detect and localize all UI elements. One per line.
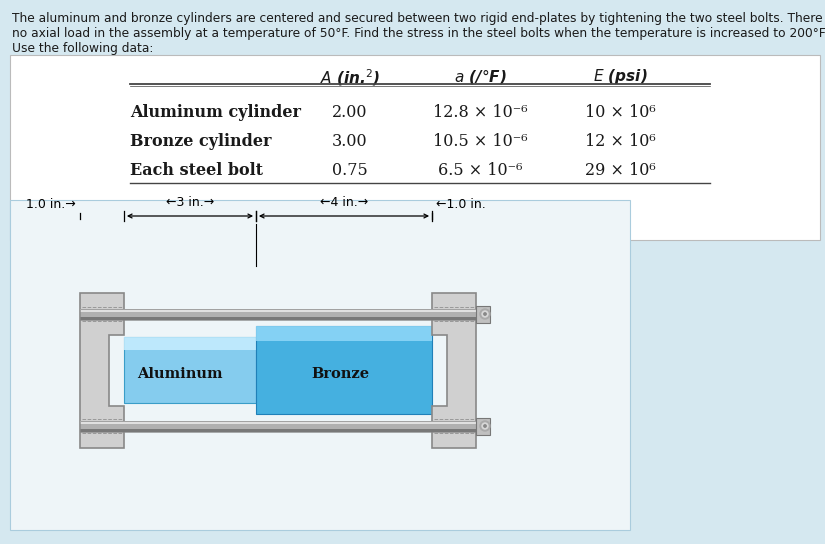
- Text: ←4 in.→: ←4 in.→: [320, 196, 368, 209]
- Text: 12.8 × 10⁻⁶: 12.8 × 10⁻⁶: [432, 104, 527, 121]
- Text: 0.75: 0.75: [332, 162, 368, 179]
- Circle shape: [480, 309, 490, 319]
- Circle shape: [483, 313, 486, 315]
- Text: 3.00: 3.00: [332, 133, 368, 150]
- Bar: [80, 421, 476, 431]
- Bar: [10, 200, 630, 530]
- Bar: [80, 421, 476, 423]
- Bar: [256, 326, 432, 342]
- Bar: [256, 326, 432, 414]
- Text: Aluminum cylinder: Aluminum cylinder: [130, 104, 301, 121]
- Circle shape: [483, 425, 486, 427]
- Text: Use the following data:: Use the following data:: [12, 42, 153, 55]
- Bar: [476, 417, 490, 435]
- Bar: [476, 306, 490, 323]
- Text: 10 × 10⁶: 10 × 10⁶: [585, 104, 655, 121]
- Circle shape: [480, 421, 490, 431]
- Polygon shape: [432, 293, 476, 448]
- Text: Bronze cylinder: Bronze cylinder: [130, 133, 271, 150]
- Bar: [80, 429, 476, 431]
- Text: 6.5 × 10⁻⁶: 6.5 × 10⁻⁶: [438, 162, 522, 179]
- Text: 10.5 × 10⁻⁶: 10.5 × 10⁻⁶: [432, 133, 527, 150]
- Bar: [80, 317, 476, 319]
- Text: $\mathit{a}$ (/$°$F): $\mathit{a}$ (/$°$F): [454, 67, 507, 86]
- Text: ←1.0 in.: ←1.0 in.: [436, 198, 486, 211]
- Bar: [10, 55, 820, 240]
- Text: $\mathit{E}$ (psi): $\mathit{E}$ (psi): [592, 67, 648, 86]
- Text: $\mathit{A}$ (in.$^2$): $\mathit{A}$ (in.$^2$): [320, 67, 380, 88]
- Text: ←3 in.→: ←3 in.→: [166, 196, 214, 209]
- Text: no axial load in the assembly at a temperature of 50°F. Find the stress in the s: no axial load in the assembly at a tempe…: [12, 27, 825, 40]
- Bar: [80, 308, 476, 319]
- Bar: [80, 308, 476, 312]
- Text: Bronze: Bronze: [311, 367, 370, 381]
- Text: 2.00: 2.00: [332, 104, 368, 121]
- Circle shape: [482, 423, 488, 429]
- Bar: [124, 337, 256, 403]
- Text: Each steel bolt: Each steel bolt: [130, 162, 263, 179]
- Circle shape: [482, 311, 488, 317]
- Polygon shape: [80, 293, 124, 448]
- Text: 1.0 in.→: 1.0 in.→: [26, 198, 76, 211]
- Text: 12 × 10⁶: 12 × 10⁶: [585, 133, 655, 150]
- Text: Aluminum: Aluminum: [137, 367, 222, 381]
- Text: The aluminum and bronze cylinders are centered and secured between two rigid end: The aluminum and bronze cylinders are ce…: [12, 12, 825, 25]
- Bar: [80, 421, 476, 431]
- Bar: [124, 337, 256, 350]
- Text: 29 × 10⁶: 29 × 10⁶: [585, 162, 655, 179]
- Bar: [80, 308, 476, 319]
